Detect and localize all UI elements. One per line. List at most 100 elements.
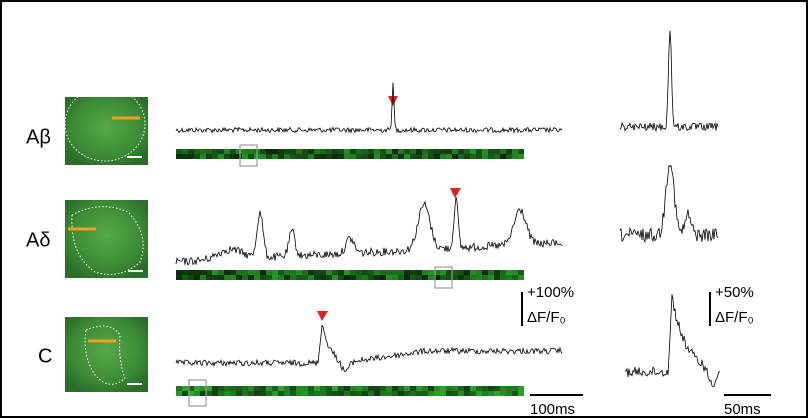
linescan-pixel [464, 386, 470, 391]
linescan-pixel [416, 154, 422, 159]
linescan-pixel [206, 154, 212, 159]
linescan-pixel [452, 275, 458, 280]
linescan-pixel [398, 275, 404, 280]
linescan-pixel [470, 149, 476, 154]
roi-box [239, 144, 258, 167]
linescan-pixel [224, 391, 230, 396]
linescan-pixel [494, 149, 500, 154]
linescan-pixel [182, 391, 188, 396]
linescan-pixel [242, 154, 248, 159]
linescan-pixel [512, 270, 518, 275]
linescan-pixel [338, 149, 344, 154]
linescan-pixel [176, 149, 182, 154]
linescan-pixel [386, 149, 392, 154]
linescan-pixel [362, 386, 368, 391]
linescan-pixel [476, 275, 482, 280]
row-label: Aβ [26, 126, 51, 148]
linescan-pixel [182, 270, 188, 275]
linescan-pixel [296, 275, 302, 280]
linescan-pixel [344, 149, 350, 154]
linescan-pixel [404, 386, 410, 391]
linescan-pixel [284, 275, 290, 280]
linescan-pixel [410, 275, 416, 280]
cell-image-c [65, 317, 148, 392]
linescan-pixel [452, 149, 458, 154]
linescan-pixel [386, 154, 392, 159]
linescan-pixel [272, 154, 278, 159]
linescan-pixel [470, 391, 476, 396]
linescan-pixel [290, 275, 296, 280]
linescan-pixel [356, 386, 362, 391]
linescan-pixel [500, 386, 506, 391]
linescan-pixel [434, 275, 440, 280]
linescan-pixel [242, 275, 248, 280]
linescan-pixel [272, 270, 278, 275]
linescan-pixel [194, 149, 200, 154]
linescan-pixel [344, 270, 350, 275]
linescan-pixel [326, 270, 332, 275]
linescan-pixel [272, 149, 278, 154]
linescan-pixel [176, 391, 182, 396]
linescan-pixel [488, 386, 494, 391]
linescan-pixel [374, 270, 380, 275]
linescan-pixel [518, 391, 524, 396]
linescan-pixel [326, 149, 332, 154]
scale-unit: ΔF/F₀ [715, 309, 754, 326]
linescan-pixel [440, 149, 446, 154]
linescan-pixel [440, 154, 446, 159]
linescan-pixel [218, 386, 224, 391]
linescans [176, 149, 524, 396]
linescan-pixel [188, 386, 194, 391]
linescan-pixel [296, 391, 302, 396]
linescan-pixel [404, 154, 410, 159]
linescan-pixel [488, 270, 494, 275]
trace [619, 30, 719, 133]
linescan-pixel [296, 270, 302, 275]
linescan-pixel [434, 391, 440, 396]
linescan-pixel [266, 391, 272, 396]
linescan-pixel [230, 386, 236, 391]
linescan-pixel [260, 386, 266, 391]
linescan-pixel [380, 391, 386, 396]
linescan-pixel [476, 270, 482, 275]
linescan-pixel [416, 391, 422, 396]
linescan-pixel [260, 154, 266, 159]
linescan-pixel [386, 270, 392, 275]
linescan-pixel [464, 270, 470, 275]
linescan-pixel [254, 386, 260, 391]
linescan-pixel [392, 270, 398, 275]
linescan-pixel [230, 154, 236, 159]
linescan-pixel [512, 149, 518, 154]
linescan-pixel [500, 270, 506, 275]
linescan-pixel [410, 154, 416, 159]
linescan-pixel [284, 154, 290, 159]
linescan-pixel [296, 386, 302, 391]
linescan-pixel [188, 154, 194, 159]
linescan-pixel [284, 149, 290, 154]
linescan-pixel [212, 149, 218, 154]
linescan-pixel [368, 270, 374, 275]
linescan-pixel [242, 270, 248, 275]
linescan-pixel [248, 154, 254, 159]
linescan-pixel [278, 149, 284, 154]
linescan-pixel [308, 270, 314, 275]
linescan-pixel [368, 391, 374, 396]
linescan-pixel [506, 391, 512, 396]
linescan-pixel [212, 270, 218, 275]
linescan-pixel [230, 149, 236, 154]
linescan-pixel [452, 386, 458, 391]
linescan-pixel [206, 270, 212, 275]
linescan-pixel [428, 270, 434, 275]
linescan-pixel [176, 154, 182, 159]
linescan-pixel [320, 386, 326, 391]
linescan-pixel [518, 154, 524, 159]
linescan-pixel [392, 391, 398, 396]
linescan-pixel [458, 149, 464, 154]
linescan-pixel [476, 149, 482, 154]
linescan-pixel [314, 149, 320, 154]
linescan-pixel [470, 270, 476, 275]
linescan-pixel [446, 154, 452, 159]
linescan-pixel [482, 386, 488, 391]
linescan-pixel [224, 149, 230, 154]
linescan-pixel [494, 275, 500, 280]
